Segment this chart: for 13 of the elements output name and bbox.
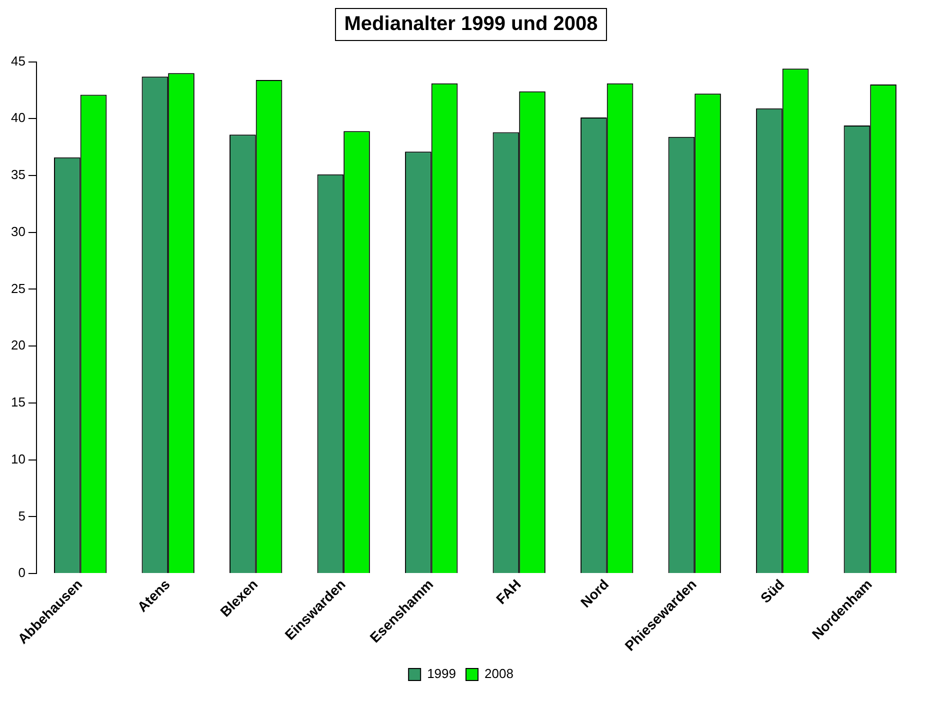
chart-title: Medianalter 1999 und 2008 [335, 8, 607, 41]
y-tick-label: 10 [10, 451, 26, 466]
y-tick-label: 45 [10, 53, 26, 68]
y-tick-label: 20 [10, 338, 26, 353]
y-tick-label: 35 [10, 167, 26, 182]
legend-label: 2008 [484, 666, 514, 682]
y-tick-label: 40 [10, 110, 26, 126]
y-tick-label: 5 [18, 508, 26, 524]
legend-label: 1999 [427, 666, 456, 682]
y-tick-label: 25 [10, 280, 26, 296]
y-tick-label: 30 [10, 224, 26, 239]
y-tick-label: 15 [10, 394, 26, 410]
y-tick-label: 0 [18, 565, 26, 580]
